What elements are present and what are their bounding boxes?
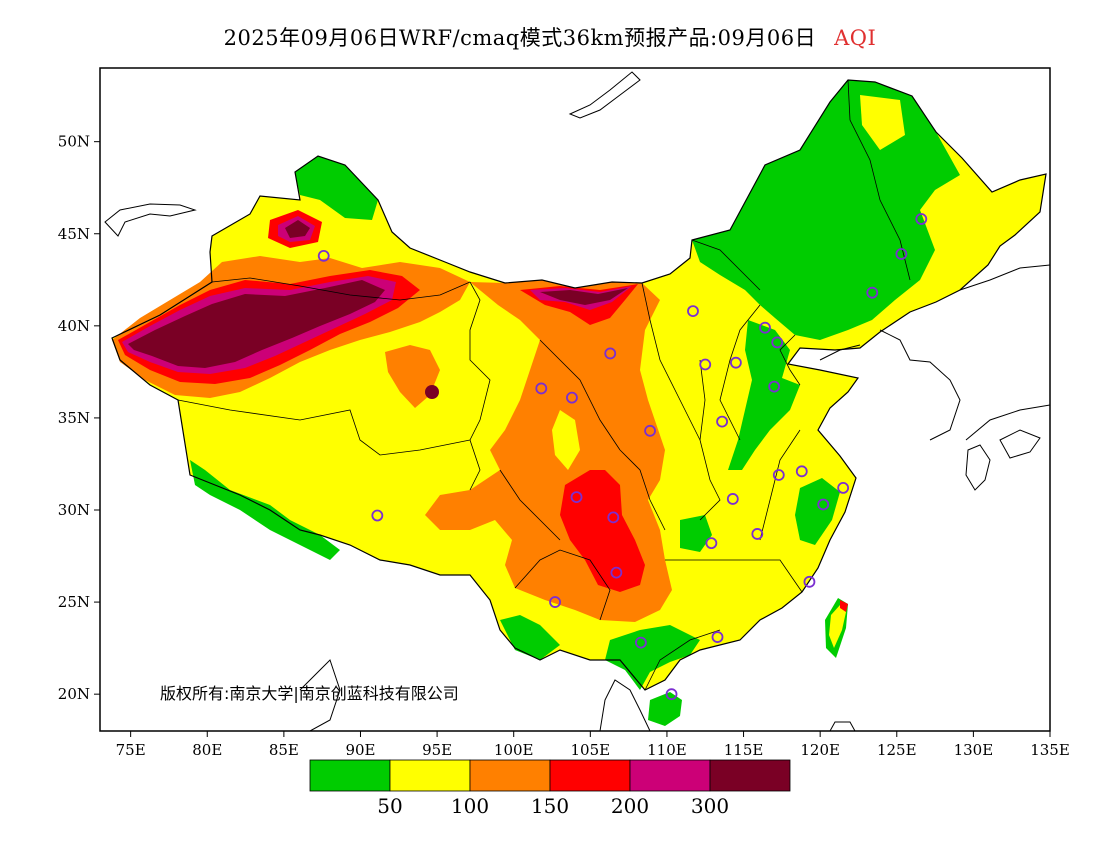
x-tick-label: 75E <box>116 741 146 759</box>
x-tick-label: 130E <box>954 741 994 759</box>
aqi-zone-green-hainan <box>648 692 682 726</box>
station-marker <box>687 305 699 318</box>
station-marker <box>915 213 928 225</box>
station-marker <box>729 356 742 369</box>
aqi-zone-green-fujian <box>795 478 840 545</box>
province-borders <box>177 79 911 691</box>
station-marker <box>705 537 718 550</box>
station-marker <box>610 566 623 579</box>
station-marker <box>371 509 384 522</box>
station-marker <box>803 575 816 588</box>
y-tick-label: 35N <box>58 409 90 427</box>
station-marker <box>699 358 712 371</box>
station-marker <box>751 528 764 540</box>
station-marker <box>644 424 656 437</box>
y-tick-label: 25N <box>58 593 90 611</box>
station-marker <box>768 380 781 393</box>
x-tick-label: 105E <box>571 741 611 759</box>
legend-label: 300 <box>691 794 729 818</box>
aqi-zone-green-tibet-south <box>190 460 340 560</box>
china-outline <box>111 79 1047 691</box>
legend-swatch <box>389 759 471 792</box>
legend-label: 100 <box>451 794 489 818</box>
aqi-zone-maroon-tarim <box>128 280 385 368</box>
station-marker <box>716 415 728 428</box>
legend-label: 200 <box>611 794 649 818</box>
station-marker <box>817 498 830 511</box>
station-marker <box>665 688 678 701</box>
station-markers <box>317 213 928 701</box>
x-tick-label: 100E <box>494 741 534 759</box>
copyright-text: 版权所有:南京大学|南京创蓝科技有限公司 <box>160 684 459 703</box>
y-tick-label: 20N <box>58 685 90 703</box>
aqi-zone-green-hunan <box>680 515 712 552</box>
aqi-zone-green-northeast <box>692 80 960 340</box>
x-tick-label: 110E <box>647 741 687 759</box>
station-marker <box>566 391 578 404</box>
aqi-zone-maroon-alxa <box>540 288 628 305</box>
x-tick-label: 135E <box>1030 741 1070 759</box>
legend-swatch <box>549 759 631 792</box>
station-marker <box>895 248 908 260</box>
station-marker <box>771 336 784 349</box>
aqi-field <box>104 71 1050 731</box>
aqi-zone-green-huabei <box>728 320 800 470</box>
station-marker <box>604 347 617 360</box>
x-axis: 75E 80E 85E 90E 95E 100E 105E 110E 115E 120E 125E 1… <box>116 731 1070 759</box>
station-marker <box>711 631 724 643</box>
station-marker <box>535 382 548 395</box>
aqi-zone-red-taiwan <box>840 600 848 612</box>
station-marker <box>837 481 850 494</box>
station-marker <box>634 636 647 649</box>
plot-frame <box>99 67 1051 732</box>
legend-swatch <box>629 759 711 792</box>
title-text: 2025年09月06日WRF/cmaq模式36km预报产品:09月06日 <box>223 26 817 50</box>
station-marker <box>795 465 808 478</box>
y-tick-label: 30N <box>58 501 90 519</box>
x-tick-label: 120E <box>800 741 840 759</box>
legend-label: 50 <box>377 794 402 818</box>
y-tick-label: 50N <box>58 133 90 151</box>
legend-label: 150 <box>531 794 569 818</box>
x-tick-label: 80E <box>192 741 222 759</box>
coastlines <box>104 71 1050 731</box>
legend-swatch <box>709 759 791 792</box>
aqi-spot-maroon-qinghai <box>425 385 439 399</box>
y-tick-label: 40N <box>58 317 90 335</box>
station-marker <box>759 321 771 334</box>
title-highlight: AQI <box>834 26 877 50</box>
station-marker <box>866 286 879 299</box>
aqi-zone-yellow-inner <box>552 410 580 470</box>
x-tick-label: 125E <box>877 741 917 759</box>
station-marker <box>570 491 583 504</box>
map-title: 2025年09月06日WRF/cmaq模式36km预报产品:09月06日 AQI <box>0 22 1100 52</box>
station-marker <box>772 469 785 481</box>
aqi-zone-yellow-northeast <box>860 95 905 150</box>
station-marker <box>317 249 330 262</box>
x-tick-label: 85E <box>269 741 299 759</box>
station-marker <box>549 596 561 608</box>
legend-swatch <box>309 759 391 792</box>
aqi-zone-green-yunnan <box>500 615 560 660</box>
x-tick-label: 90E <box>345 741 375 759</box>
aqi-zone-green-guangxi <box>605 625 700 690</box>
color-legend: 50 100 150 200 300 <box>309 759 791 818</box>
y-axis: 20N 25N 30N 35N 40N 45N 50N <box>58 133 100 703</box>
aqi-zone-maroon-hexi <box>285 220 310 238</box>
legend-swatch <box>469 759 551 792</box>
aqi-zone-yellow-taiwan <box>829 605 846 648</box>
x-tick-label: 95E <box>422 741 452 759</box>
y-tick-label: 45N <box>58 225 90 243</box>
station-marker <box>726 493 739 505</box>
station-marker <box>607 511 620 524</box>
x-tick-label: 115E <box>724 741 764 759</box>
aqi-zone-green-northxinjiang <box>295 156 378 220</box>
